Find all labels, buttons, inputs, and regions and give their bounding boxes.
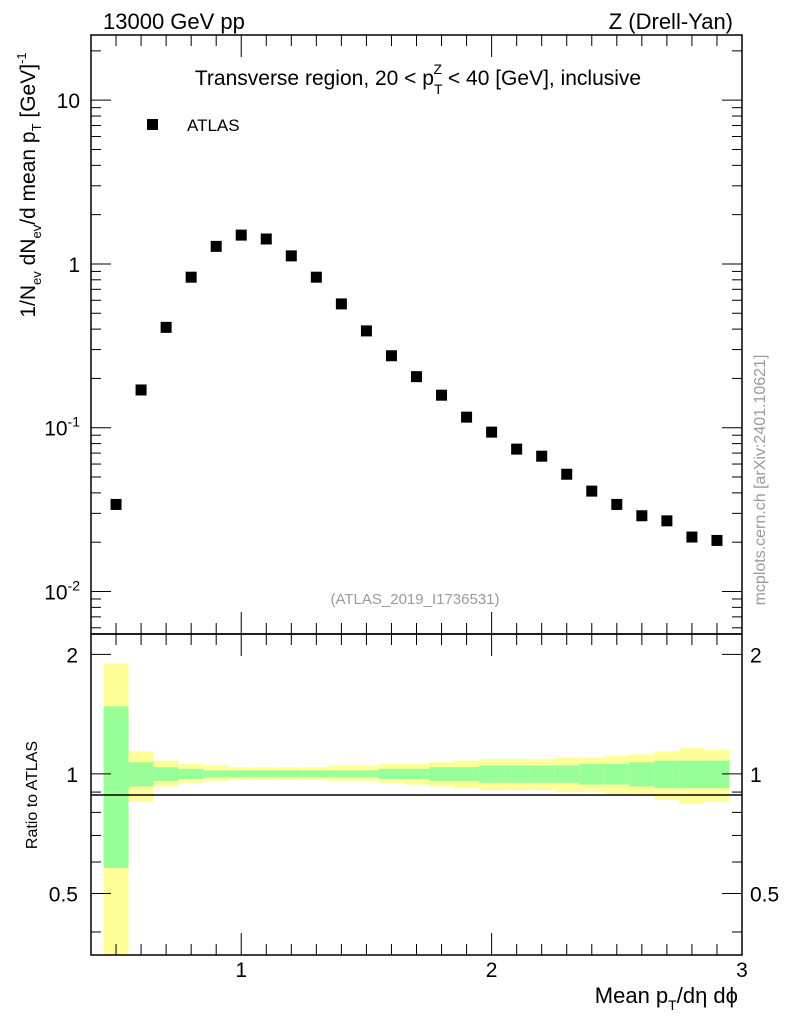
main-ylabel: 1/Nev dNev/d mean pT [GeV]-1 bbox=[14, 52, 44, 317]
data-point bbox=[210, 240, 222, 252]
data-point bbox=[436, 389, 448, 401]
ratio-ylabel: Ratio to ATLAS bbox=[24, 741, 41, 849]
data-point bbox=[360, 325, 372, 337]
ratio-ytick-label-right: 1 bbox=[750, 764, 762, 787]
data-point bbox=[461, 411, 473, 423]
uncertainty-band-bin bbox=[529, 765, 555, 783]
ratio-ytick-label-right: 0.5 bbox=[750, 883, 779, 906]
data-point bbox=[385, 350, 397, 362]
main-ytick-label: 10-1 bbox=[44, 414, 80, 441]
data-point bbox=[335, 298, 347, 310]
legend-entry-atlas: ATLAS bbox=[187, 116, 240, 135]
header-left: 13000 GeV pp bbox=[103, 9, 245, 34]
data-point bbox=[686, 531, 698, 543]
uncertainty-band-bin bbox=[153, 767, 179, 781]
data-point bbox=[486, 426, 498, 438]
uncertainty-band-bin bbox=[504, 765, 530, 783]
uncertainty-band-bin bbox=[403, 768, 430, 780]
data-point bbox=[185, 271, 197, 283]
ratio-ticks: 0.5 0.5 1 1 2 2 1 2 3 bbox=[49, 634, 779, 982]
data-point bbox=[536, 450, 548, 462]
data-point bbox=[586, 485, 598, 497]
uncertainty-band-bin bbox=[103, 706, 129, 868]
uncertainty-band-bin bbox=[378, 768, 404, 780]
uncertainty-band-bin bbox=[654, 760, 680, 789]
uncertainty-band-bin bbox=[679, 760, 705, 789]
data-point bbox=[636, 510, 648, 522]
data-point bbox=[260, 233, 272, 245]
data-point bbox=[511, 443, 523, 455]
data-point bbox=[135, 384, 147, 396]
data-point bbox=[310, 271, 322, 283]
data-point bbox=[561, 468, 573, 480]
uncertainty-band-bin bbox=[278, 770, 304, 778]
data-point bbox=[160, 321, 172, 333]
legend-marker bbox=[147, 119, 158, 130]
ratio-ytick-label-left: 1 bbox=[66, 764, 78, 787]
data-point bbox=[235, 229, 247, 241]
ratio-ytick-label-left: 0.5 bbox=[49, 883, 78, 906]
main-ytick-label: 10 bbox=[57, 90, 80, 113]
uncertainty-band-bin bbox=[479, 765, 505, 783]
main-points bbox=[110, 229, 723, 546]
xtick-label: 1 bbox=[235, 959, 247, 982]
xtick-label: 3 bbox=[736, 959, 748, 982]
uncertainty-band-bin bbox=[203, 770, 229, 778]
uncertainty-band-bin bbox=[178, 768, 204, 780]
main-title: Transverse region, 20 < pTZ < 40 [GeV], … bbox=[195, 61, 641, 97]
header-right: Z (Drell-Yan) bbox=[609, 9, 733, 34]
data-point bbox=[661, 515, 673, 527]
main-ytick-label: 1 bbox=[68, 254, 80, 277]
watermark: (ATLAS_2019_I1736531) bbox=[330, 591, 499, 608]
ratio-ytick-label-left: 2 bbox=[66, 644, 78, 667]
xtick-label: 2 bbox=[486, 959, 498, 982]
uncertainty-band-bin bbox=[554, 765, 580, 783]
x-axis-label: Mean pT/dη dϕ bbox=[595, 983, 738, 1013]
ratio-plot-frame bbox=[90, 633, 743, 956]
uncertainty-band-bin bbox=[604, 763, 630, 785]
uncertainty-band-bin bbox=[253, 770, 279, 778]
data-point bbox=[285, 250, 297, 262]
data-point bbox=[110, 498, 122, 510]
uncertainty-band-bin bbox=[128, 762, 154, 787]
main-ticks: 10-2 10-1 1 10 bbox=[44, 35, 743, 634]
uncertainty-band-bin bbox=[704, 760, 730, 789]
uncertainty-band-bin bbox=[579, 763, 605, 785]
uncertainty-band-bin bbox=[328, 770, 354, 778]
side-label: mcplots.cern.ch [arXiv:2401.10621] bbox=[752, 355, 769, 606]
uncertainty-band-bin bbox=[303, 770, 329, 778]
main-ytick-label: 10-2 bbox=[44, 577, 80, 604]
data-point bbox=[711, 534, 723, 546]
ratio-bands bbox=[103, 663, 730, 955]
uncertainty-band-bin bbox=[429, 767, 455, 781]
data-point bbox=[611, 498, 623, 510]
uncertainty-band-bin bbox=[454, 767, 480, 781]
data-point bbox=[411, 371, 422, 383]
ratio-ytick-label-right: 2 bbox=[750, 644, 762, 667]
uncertainty-band-bin bbox=[228, 770, 254, 778]
uncertainty-band-bin bbox=[353, 770, 379, 778]
uncertainty-band-bin bbox=[629, 762, 655, 787]
